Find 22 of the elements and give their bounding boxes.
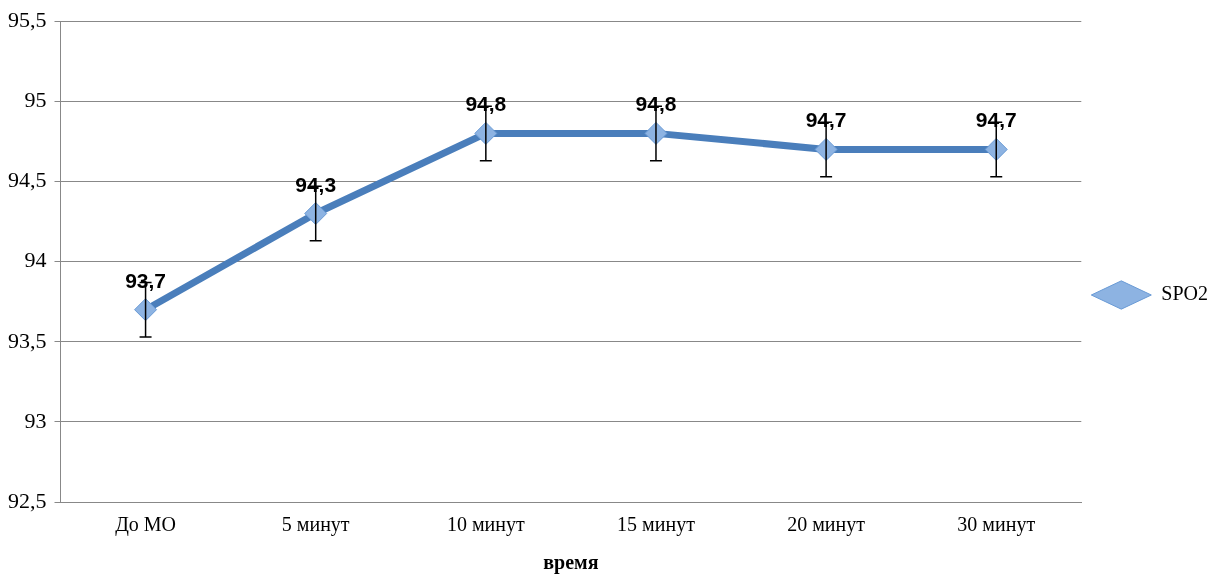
x-tick-label: 10 минут	[446, 513, 525, 537]
y-tick-label: 95,5	[8, 6, 47, 32]
data-label: 94,7	[805, 108, 847, 132]
legend-label: SPO2	[1161, 282, 1209, 305]
data-label: 94,3	[295, 172, 337, 196]
x-tick-label: 20 минут	[787, 513, 866, 537]
y-tick-label: 94,5	[8, 167, 47, 193]
x-tick-label: 15 минут	[617, 513, 696, 537]
data-label: 94,8	[465, 92, 507, 116]
x-tick-label: 30 минут	[957, 513, 1036, 537]
x-tick-label: До МО	[115, 513, 177, 537]
point	[304, 202, 328, 226]
y-tick-label: 94	[24, 247, 47, 273]
x-tick-label: 5 минут	[281, 513, 350, 537]
data-label: 93,7	[125, 268, 167, 292]
y-tick-label: 92,5	[8, 487, 47, 513]
data-label: 94,8	[635, 92, 677, 116]
y-tick-label: 93,5	[8, 327, 47, 353]
y-tick-label: 95	[24, 87, 47, 113]
x-axis-title: время	[543, 551, 599, 575]
y-tick-label: 93	[24, 407, 47, 433]
point	[134, 298, 158, 322]
